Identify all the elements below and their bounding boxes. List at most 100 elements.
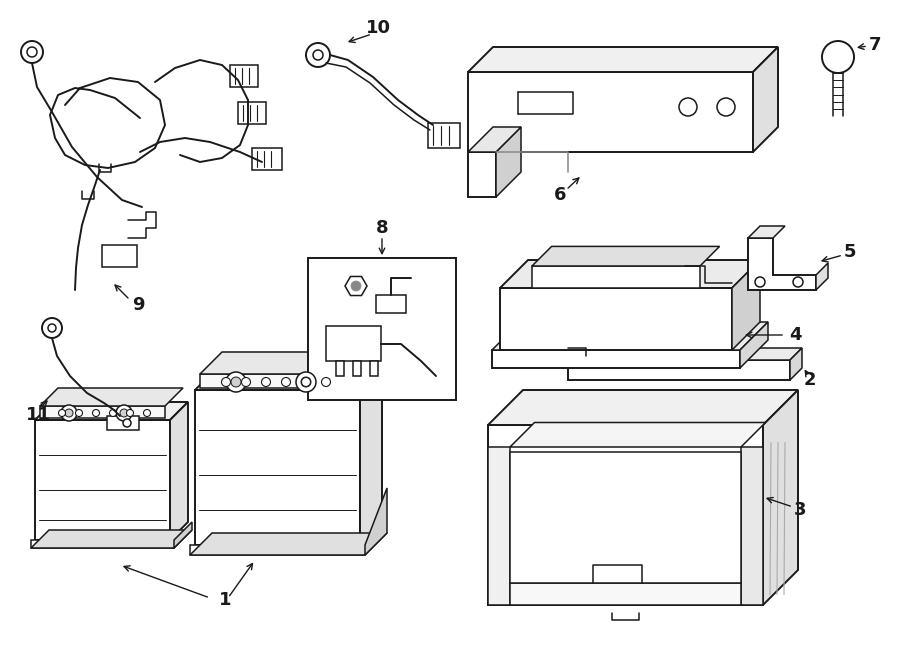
Circle shape [351,281,361,291]
Circle shape [313,50,323,60]
Circle shape [61,405,77,421]
Polygon shape [568,360,790,380]
Polygon shape [200,352,377,374]
Polygon shape [568,348,802,360]
Polygon shape [790,348,802,380]
Polygon shape [816,263,828,290]
Polygon shape [510,452,741,583]
Polygon shape [468,152,496,197]
Polygon shape [353,361,361,376]
Circle shape [123,419,131,427]
Polygon shape [31,540,174,548]
Polygon shape [428,123,460,148]
Text: 5: 5 [844,243,856,261]
Text: 2: 2 [804,371,816,389]
Polygon shape [532,247,720,266]
Polygon shape [102,245,137,267]
Polygon shape [365,488,387,555]
Circle shape [110,410,116,416]
Bar [308,258,456,400]
Circle shape [143,410,150,416]
Text: 1: 1 [219,591,231,609]
Text: 8: 8 [375,219,388,237]
Polygon shape [40,388,183,406]
Polygon shape [170,402,188,540]
Circle shape [120,409,128,417]
Polygon shape [740,322,768,368]
Polygon shape [748,238,816,290]
Polygon shape [238,102,266,124]
Circle shape [42,318,62,338]
Polygon shape [40,406,165,418]
Polygon shape [500,288,732,350]
Circle shape [221,377,230,387]
Circle shape [321,377,330,387]
Polygon shape [326,326,381,361]
Text: 11: 11 [25,406,50,424]
Circle shape [241,377,250,387]
Polygon shape [492,350,740,368]
Text: 9: 9 [131,296,144,314]
Circle shape [231,377,241,387]
Circle shape [793,277,803,287]
Polygon shape [732,260,760,350]
Text: 10: 10 [365,19,391,37]
Circle shape [306,43,330,67]
Polygon shape [35,420,170,540]
Polygon shape [492,322,768,350]
Polygon shape [468,72,753,152]
Polygon shape [496,127,521,197]
Polygon shape [468,127,521,152]
Polygon shape [345,276,367,295]
Circle shape [302,377,310,387]
Circle shape [679,98,697,116]
Polygon shape [532,266,700,288]
Polygon shape [510,583,741,605]
Polygon shape [35,402,188,420]
Circle shape [282,377,291,387]
Polygon shape [252,148,282,170]
Polygon shape [763,390,798,605]
Circle shape [27,47,37,57]
Polygon shape [488,390,798,425]
Circle shape [116,405,132,421]
Polygon shape [195,368,382,390]
Polygon shape [360,368,382,545]
Polygon shape [195,390,360,545]
Circle shape [822,41,854,73]
Polygon shape [336,361,344,376]
Circle shape [301,377,311,387]
Polygon shape [190,533,387,555]
Circle shape [127,410,133,416]
Text: 7: 7 [868,36,881,54]
Polygon shape [500,260,760,288]
Circle shape [65,409,73,417]
Text: 6: 6 [554,186,566,204]
Circle shape [21,41,43,63]
Circle shape [717,98,735,116]
Polygon shape [468,47,778,72]
Text: 3: 3 [794,501,806,519]
Circle shape [755,277,765,287]
Circle shape [262,377,271,387]
Polygon shape [488,425,763,605]
Polygon shape [31,530,192,548]
Circle shape [76,410,83,416]
Text: 4: 4 [788,326,801,344]
Polygon shape [174,522,192,548]
Polygon shape [748,226,785,238]
Polygon shape [753,47,778,152]
Circle shape [226,372,246,392]
Circle shape [58,410,66,416]
Polygon shape [510,422,766,447]
Circle shape [296,372,316,392]
Polygon shape [829,47,847,67]
Circle shape [93,410,100,416]
Polygon shape [200,374,355,388]
Circle shape [48,324,56,332]
Polygon shape [488,447,510,605]
Polygon shape [376,295,406,313]
Polygon shape [741,447,763,605]
Polygon shape [370,361,378,376]
Polygon shape [230,65,258,87]
